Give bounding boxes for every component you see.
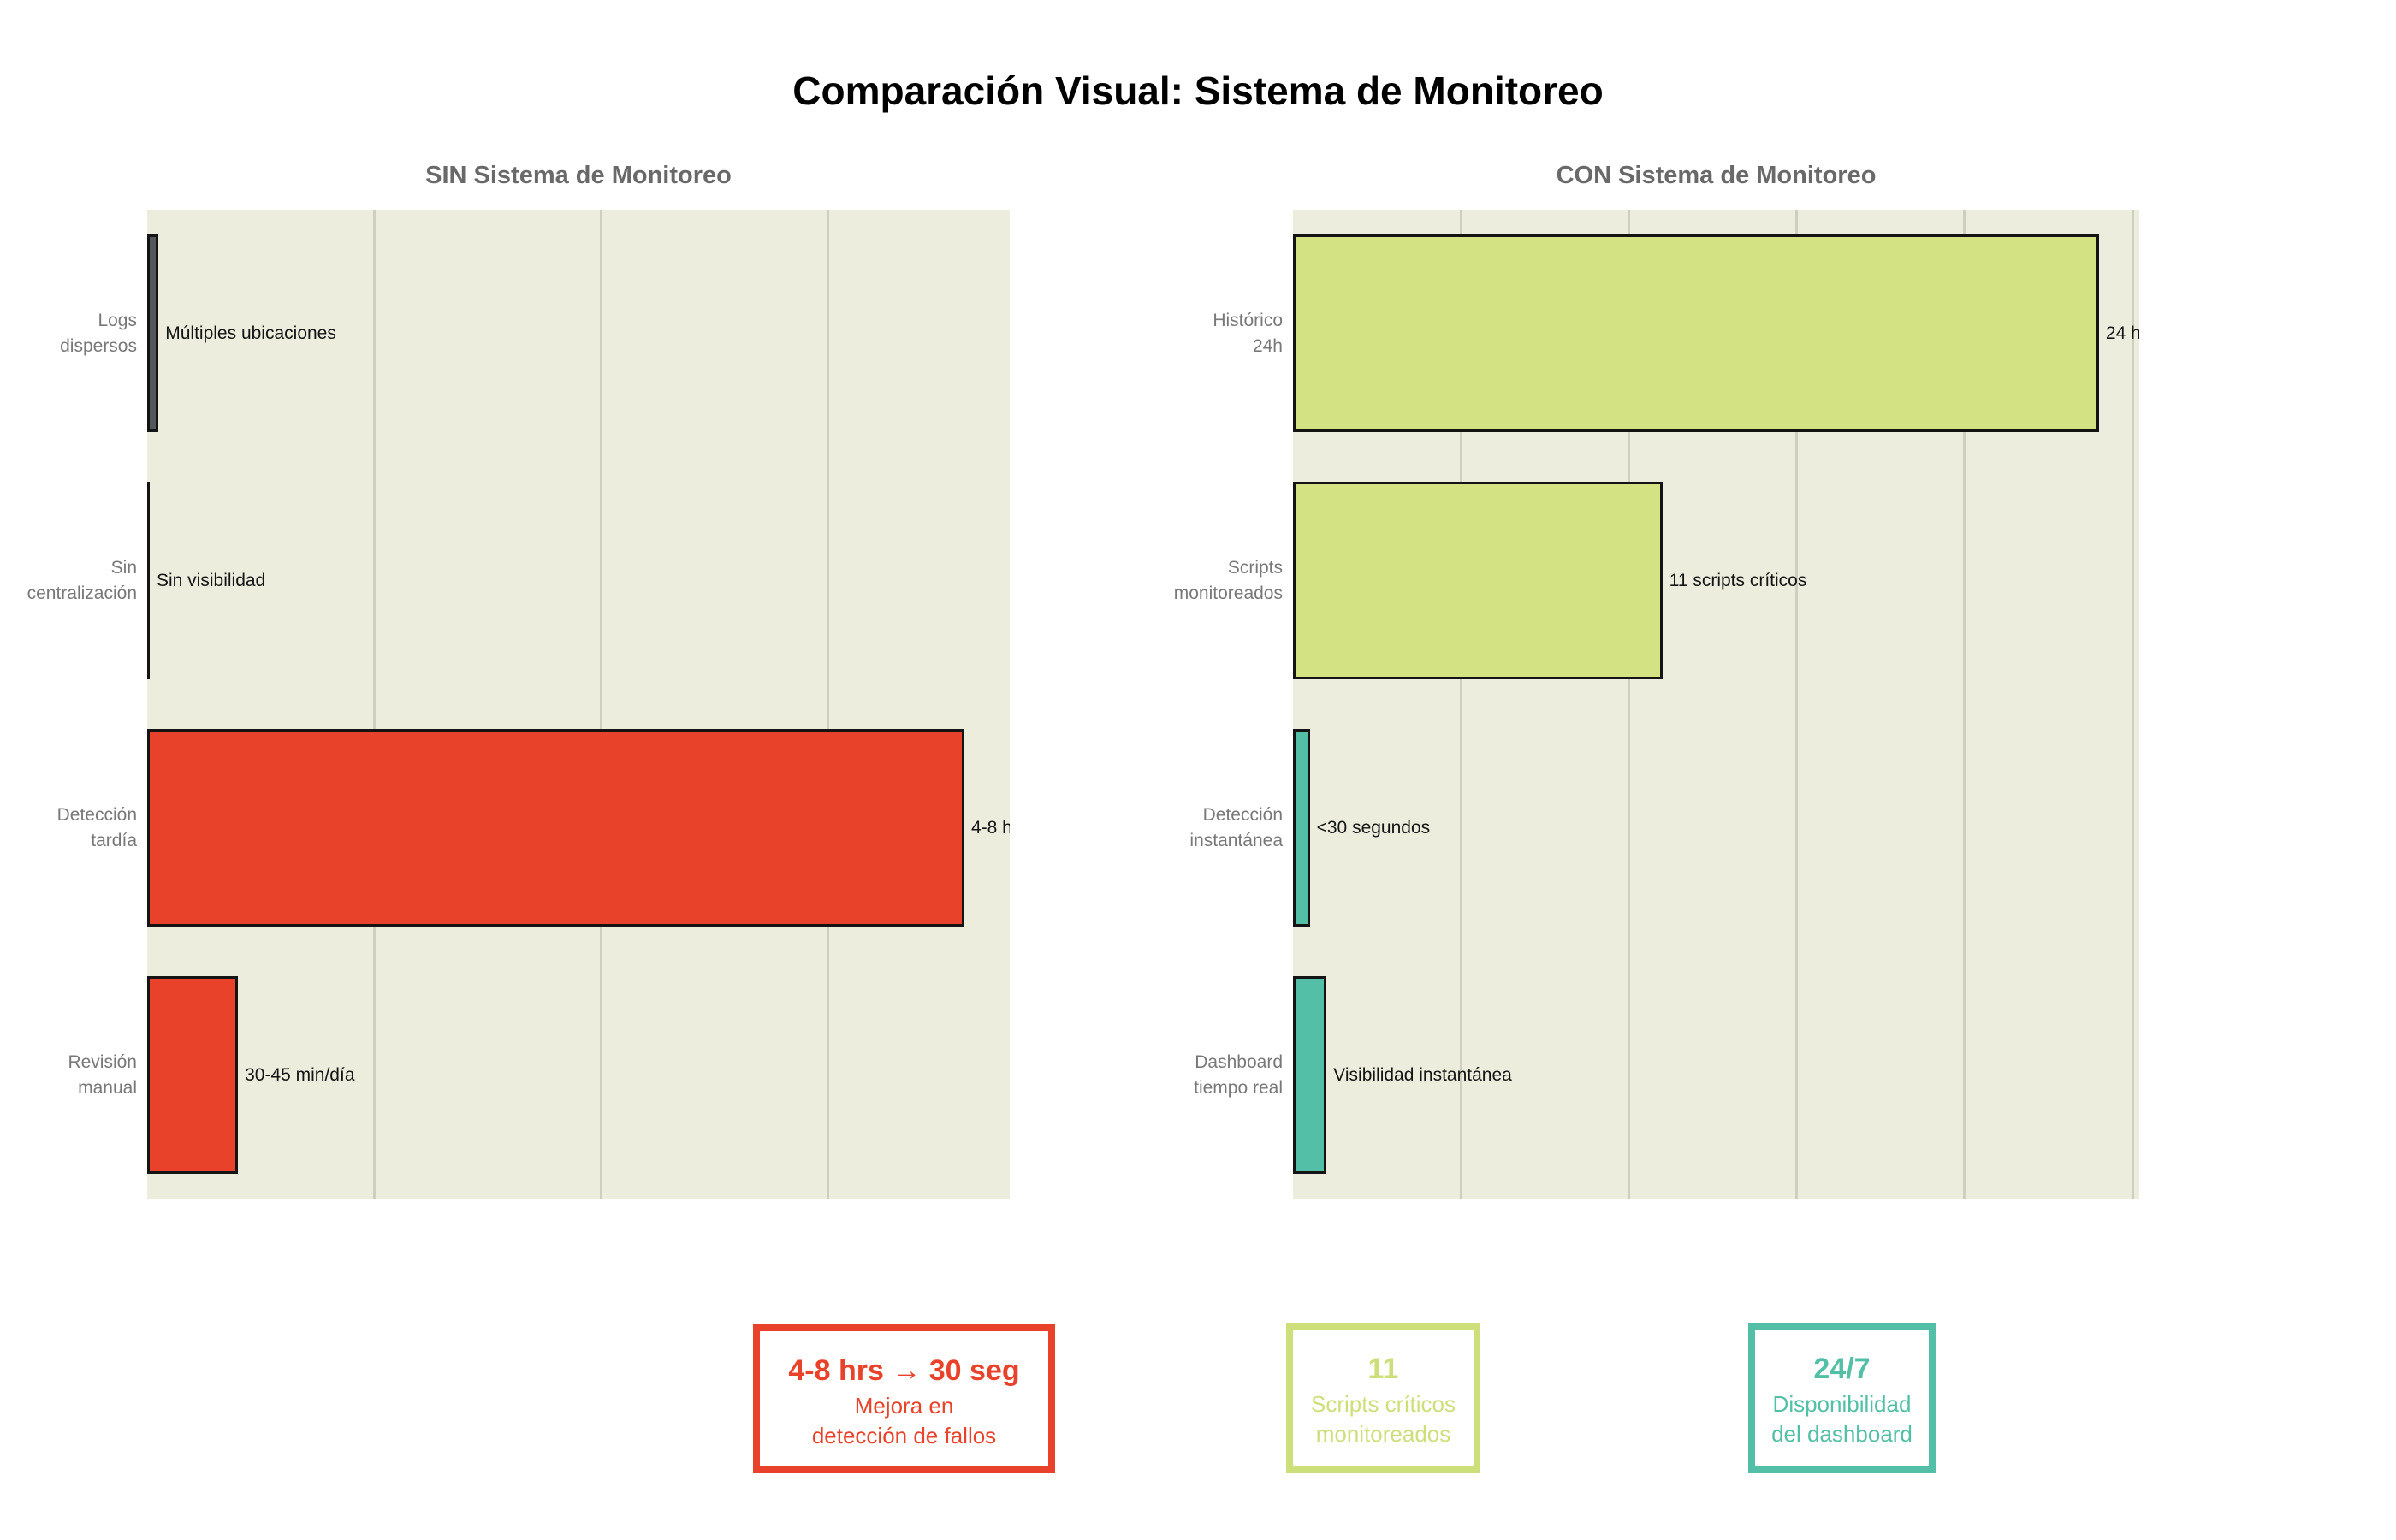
bar-value-label: Visibilidad instantánea	[1333, 1064, 1512, 1085]
summary-box-disponibilidad: 24/7 Disponibilidad del dashboard	[1748, 1323, 1936, 1473]
y-tick-label-line: tiempo real	[1194, 1077, 1283, 1098]
y-tick-label: Detección tardía	[57, 803, 137, 854]
y-tick-label: Scripts monitoreados	[1174, 555, 1283, 607]
summary-box-title: 11	[1367, 1353, 1399, 1385]
summary-box-deteccion: 4-8 hrs → 30 seg Mejora en detección de f…	[753, 1324, 1055, 1473]
summary-box-subtitle: Mejora en detección de fallos	[760, 1391, 1048, 1451]
y-tick-label: Sin centralización	[27, 555, 137, 607]
bar-value-label: 30-45 min/día	[245, 1064, 355, 1085]
summary-box-subtitle: Scripts críticos monitoreados	[1293, 1389, 1474, 1449]
summary-box-title: 24/7	[1813, 1353, 1871, 1385]
y-tick-label-line: instantánea	[1189, 830, 1283, 850]
plot-area-sin: Múltiples ubicaciones Sin visibilidad 4-8 …	[147, 210, 1010, 1199]
summary-box-subtitle-line: Mejora en	[854, 1393, 954, 1419]
axes-title-sin: SIN Sistema de Monitoreo	[425, 162, 732, 189]
gridline	[1627, 210, 1630, 1199]
y-tick-label-line: centralización	[27, 583, 137, 603]
gridline	[2131, 210, 2134, 1199]
y-tick-label-line: Detección	[1202, 804, 1283, 825]
bar	[1293, 481, 1663, 680]
y-tick-label: Revisión manual	[68, 1050, 137, 1101]
bar	[147, 975, 239, 1175]
bar-value-label: Sin visibilidad	[157, 570, 266, 590]
y-tick-label-line: Logs	[98, 310, 137, 330]
bar-value-label: Múltiples ubicaciones	[165, 323, 336, 343]
gridline	[372, 210, 376, 1199]
bar	[1293, 234, 2099, 433]
plot-area-con: 24 h 11 scripts críticos <30 segundos Visib…	[1293, 210, 2139, 1199]
y-tick-label-line: Detección	[56, 804, 137, 825]
bar	[1293, 975, 1327, 1175]
bar-value-label: 24 h	[2105, 323, 2139, 343]
gridline	[827, 210, 830, 1199]
summary-box-subtitle-line: del dashboard	[1771, 1421, 1913, 1447]
y-tick-label-line: 24h	[1252, 335, 1283, 356]
y-tick-label-line: Revisión	[68, 1051, 137, 1072]
bar-value-label: 11 scripts críticos	[1669, 570, 1807, 590]
axes-title-con: CON Sistema de Monitoreo	[1556, 162, 1877, 189]
y-tick-label-line: Dashboard	[1195, 1051, 1283, 1072]
y-tick-label-line: Scripts	[1227, 557, 1283, 578]
y-tick-label: Dashboard tiempo real	[1194, 1050, 1283, 1101]
summary-box-scripts: 11 Scripts críticos monitoreados	[1286, 1323, 1480, 1473]
summary-box-subtitle-line: Disponibilidad	[1772, 1391, 1912, 1417]
summary-box-subtitle-line: detección de fallos	[811, 1423, 997, 1448]
bar-value-label: 4-8 h	[970, 817, 1010, 838]
y-tick-label: Logs dispersos	[60, 308, 137, 359]
bar-value-label: <30 segundos	[1316, 817, 1431, 838]
y-tick-label-line: dispersos	[60, 335, 137, 356]
gridline	[1795, 210, 1799, 1199]
gridline	[1459, 210, 1462, 1199]
summary-box-subtitle: Disponibilidad del dashboard	[1755, 1389, 1929, 1449]
chart-sin-sistema: SIN Sistema de Monitoreo Múltiples ubica…	[27, 162, 1010, 1199]
chart-con-sistema: CON Sistema de Monitoreo 24 h 11 scripts …	[1174, 162, 2139, 1199]
y-tick-label-line: tardía	[91, 830, 137, 850]
figure-title: Comparación Visual: Sistema de Monitoreo	[792, 68, 1604, 113]
bar	[147, 481, 150, 680]
summary-box-title: 4-8 hrs → 30 seg	[788, 1354, 1020, 1387]
y-tick-label-line: monitoreados	[1173, 583, 1283, 603]
y-tick-label-line: Sin	[110, 557, 137, 578]
bar	[147, 234, 159, 433]
gridline	[600, 210, 603, 1199]
summary-box-subtitle-line: Scripts críticos	[1310, 1391, 1456, 1417]
gridline	[1963, 210, 1966, 1199]
summary-box-subtitle-line: monitoreados	[1315, 1421, 1451, 1447]
y-tick-label: Histórico 24h	[1213, 308, 1283, 359]
bar	[147, 728, 964, 927]
y-tick-label: Detección instantánea	[1189, 803, 1283, 854]
y-tick-label-line: Histórico	[1213, 310, 1283, 330]
y-tick-label-line: manual	[78, 1077, 137, 1098]
bar	[1293, 728, 1310, 927]
